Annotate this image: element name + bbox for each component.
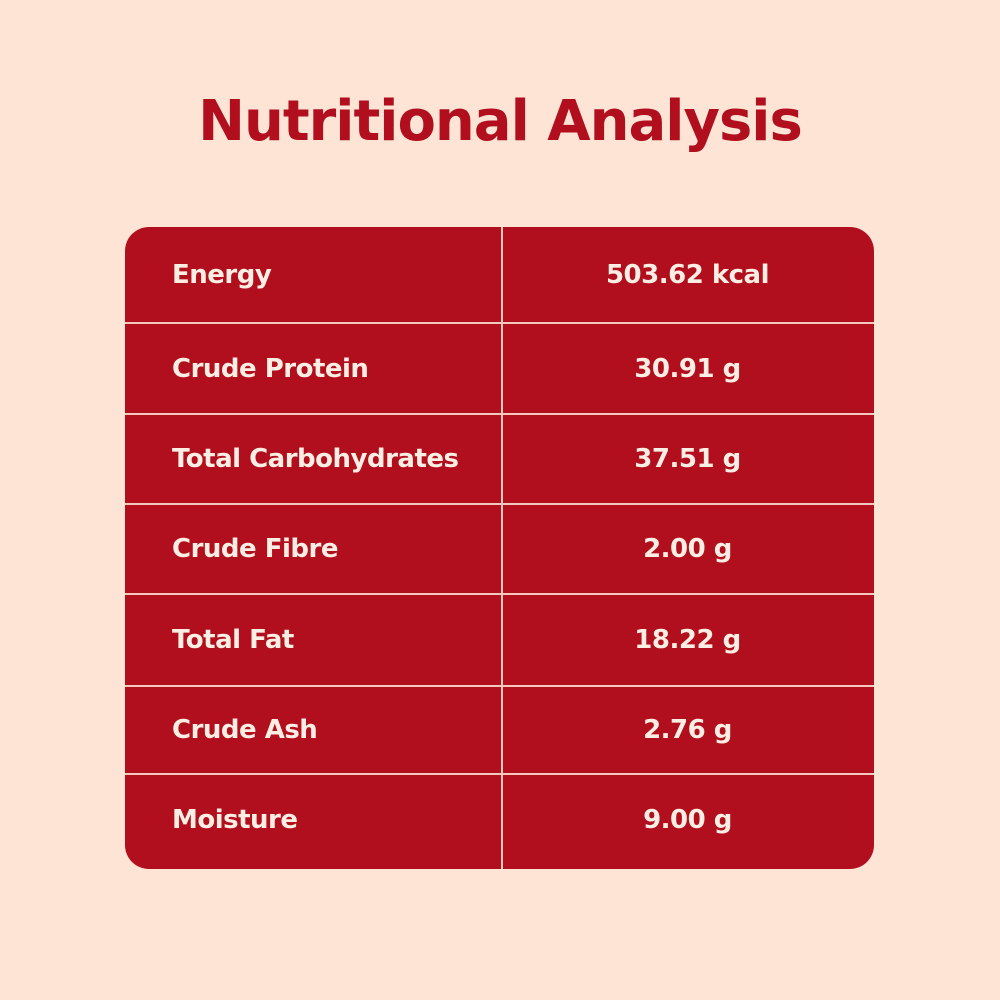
page-title: Nutritional Analysis <box>198 89 803 154</box>
row-value: 9.00 g <box>643 805 732 835</box>
row-value: 30.91 g <box>634 353 741 384</box>
table-row: Crude Fibre 2.00 g <box>125 505 874 593</box>
row-value: 503.62 kcal <box>605 259 770 290</box>
row-label: Total Fat <box>172 625 294 655</box>
row-value: 37.51 g <box>634 444 741 474</box>
row-label: Moisture <box>172 805 298 835</box>
row-label: Total Carbohydrates <box>172 444 459 474</box>
nutrition-table: Energy 503.62 kcal Crude Protein 30.91 g… <box>125 227 874 869</box>
row-divider <box>125 322 874 324</box>
column-divider <box>501 227 503 869</box>
row-label: Crude Fibre <box>172 534 338 564</box>
row-value: 18.22 g <box>634 625 741 655</box>
table-row: Total Fat 18.22 g <box>125 595 874 685</box>
row-divider <box>125 773 874 775</box>
row-label: Crude Protein <box>172 353 369 384</box>
table-row: Crude Ash 2.76 g <box>125 687 874 773</box>
table-row: Energy 503.62 kcal <box>125 227 874 322</box>
row-label: Crude Ash <box>172 715 318 745</box>
row-value: 2.76 g <box>643 715 732 745</box>
table-row: Moisture 9.00 g <box>125 775 874 865</box>
row-divider <box>125 593 874 595</box>
row-divider <box>125 685 874 687</box>
row-divider <box>125 413 874 415</box>
row-label: Energy <box>172 259 272 290</box>
table-row: Total Carbohydrates 37.51 g <box>125 415 874 503</box>
row-divider <box>125 503 874 505</box>
table-row: Crude Protein 30.91 g <box>125 324 874 413</box>
row-value: 2.00 g <box>643 534 732 564</box>
